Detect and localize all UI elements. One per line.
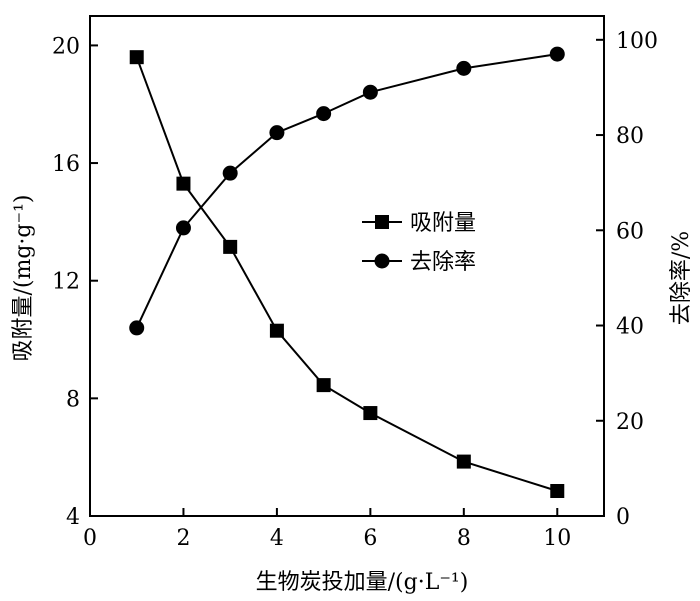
- x-axis: 0 2 4 6 8 10: [83, 508, 571, 551]
- data-point-square: [176, 176, 191, 191]
- plot-frame: [89, 15, 605, 517]
- legend-label-adsorption: 吸附量: [410, 211, 476, 236]
- y-left-tick-label: 16: [52, 152, 80, 177]
- series-layer: [129, 46, 565, 498]
- data-point-circle: [316, 106, 332, 122]
- y-right-tick-label: 60: [616, 219, 644, 244]
- data-point-square: [456, 454, 471, 469]
- series-line-removal: [135, 53, 558, 329]
- x-tick-label: 0: [83, 526, 97, 551]
- legend-circle-marker: [374, 253, 390, 269]
- legend-square-marker: [375, 215, 389, 229]
- data-point-square: [223, 239, 238, 254]
- data-point-square: [550, 484, 565, 498]
- data-point-circle: [175, 220, 191, 236]
- data-point-circle: [362, 84, 378, 100]
- legend-label-removal: 去除率: [410, 250, 476, 275]
- x-tick-label: 2: [176, 526, 190, 551]
- y-left-tick-label: 4: [66, 505, 80, 530]
- y-left-tick-label: 8: [66, 387, 80, 412]
- y-axis-left: 4 8 12 16 20: [52, 34, 98, 530]
- data-point-circle: [269, 125, 285, 141]
- y-left-tick-label: 20: [52, 34, 80, 59]
- y-right-tick-label: 0: [616, 505, 630, 530]
- data-point-circle: [456, 60, 472, 76]
- x-axis-title: 生物炭投加量/(g·L⁻¹): [256, 570, 469, 595]
- x-tick-label: 6: [363, 526, 377, 551]
- y-right-tick-label: 100: [616, 29, 658, 54]
- data-point-square: [269, 323, 284, 338]
- y-right-tick-label: 80: [616, 124, 644, 149]
- plot-border: [89, 15, 605, 517]
- y-axis-left-title: 吸附量/(mg·g⁻¹): [11, 194, 36, 361]
- x-tick-label: 8: [457, 526, 471, 551]
- y-left-tick-label: 12: [52, 270, 80, 295]
- data-point-square: [363, 406, 378, 421]
- y-axis-right-title: 去除率/%: [669, 231, 694, 325]
- data-point-circle: [222, 165, 238, 181]
- data-point-circle: [129, 320, 145, 336]
- data-point-square: [316, 378, 331, 393]
- data-point-square: [129, 50, 144, 65]
- y-right-tick-label: 40: [616, 315, 644, 340]
- x-tick-label: 4: [270, 526, 284, 551]
- data-point-circle: [549, 46, 565, 62]
- x-tick-label: 10: [543, 526, 571, 551]
- y-right-tick-label: 20: [616, 410, 644, 435]
- series-line-adsorption: [135, 56, 558, 492]
- y-axis-right: 0 20 40 60 80 100: [596, 29, 658, 530]
